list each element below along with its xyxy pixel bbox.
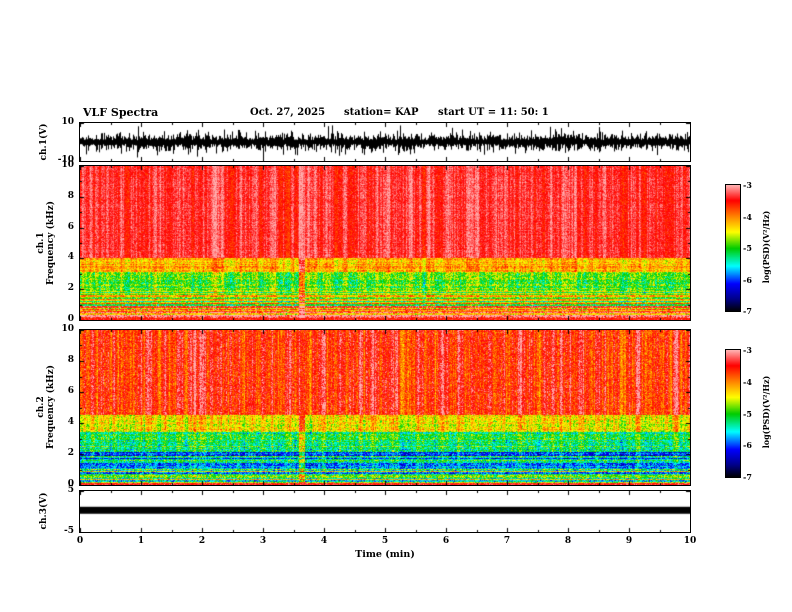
x-tick-label: 10: [683, 536, 697, 546]
y-tick-label: 4: [67, 252, 74, 263]
colorbar-tick-label: -7: [743, 306, 752, 316]
colorbar-tick-label: -5: [743, 408, 752, 419]
y-tick-label: 8: [67, 190, 74, 201]
ch3-trace-ylabel: ch.3(V): [39, 492, 49, 530]
colorbar-tick-label: -3: [743, 180, 752, 190]
y-tick-label: 10: [61, 160, 74, 170]
colorbar-tick-label: -6: [743, 274, 752, 285]
x-tick-label: 4: [320, 536, 328, 546]
colorbar-tick-label: -5: [743, 243, 752, 253]
y-tick-label: 0: [67, 479, 74, 489]
date-label: Oct. 27, 2025: [250, 107, 326, 118]
colorbar-tick-label: -4: [743, 211, 752, 222]
x-tick-label: 6: [442, 536, 450, 546]
y-tick-label: 10: [61, 117, 74, 127]
start-ut-label: start UT = 11: 50: 1: [438, 107, 549, 118]
y-tick-label: -5: [64, 526, 74, 536]
x-axis-label: Time (min): [355, 549, 415, 560]
x-tick-label: 8: [564, 536, 572, 546]
colorbar-tick-label: -6: [743, 440, 752, 451]
y-tick-label: -10: [57, 155, 74, 165]
y-tick-label: 10: [61, 324, 74, 334]
y-tick-label: 6: [67, 221, 74, 232]
y-tick-label: 8: [67, 355, 74, 365]
x-tick-label: 2: [198, 536, 206, 546]
x-tick-label: 0: [76, 536, 84, 546]
y-tick-label: 0: [67, 314, 74, 324]
colorbar-ch1: [725, 184, 741, 312]
x-tick-label: 1: [137, 536, 145, 546]
y-tick-label: 2: [67, 283, 74, 294]
ch1-spectrogram-panel: [79, 165, 691, 321]
x-tick-label: 5: [381, 536, 389, 546]
ch2-spectrogram-panel: [79, 329, 691, 486]
colorbar-ch2-label: log(PSD)(V²/Hz): [761, 375, 771, 449]
x-tick-label: 3: [259, 536, 267, 546]
y-tick-label: 4: [67, 417, 74, 427]
x-tick-label: 9: [625, 536, 633, 546]
page-title: VLF Spectra: [83, 106, 159, 119]
colorbar-tick-label: -4: [743, 376, 752, 387]
colorbar-tick-label: -3: [743, 345, 752, 355]
y-tick-label: 6: [67, 386, 74, 396]
station-label: station= KAP: [344, 107, 419, 118]
ch2-spectrogram-ylabel: ch.2 Frequency (kHz): [36, 364, 56, 450]
ch1-waveform-panel: [79, 122, 691, 162]
y-tick-label: 5: [67, 485, 74, 495]
ch1-spectrogram-ylabel: ch.1 Frequency (kHz): [36, 200, 56, 286]
y-tick-label: 2: [67, 448, 74, 458]
colorbar-ch1-label: log(PSD)(V²/Hz): [761, 210, 771, 284]
ch3-trace-panel: [79, 490, 691, 533]
x-tick-label: 7: [503, 536, 511, 546]
colorbar-ch2: [725, 349, 741, 478]
colorbar-tick-label: -7: [743, 472, 752, 482]
